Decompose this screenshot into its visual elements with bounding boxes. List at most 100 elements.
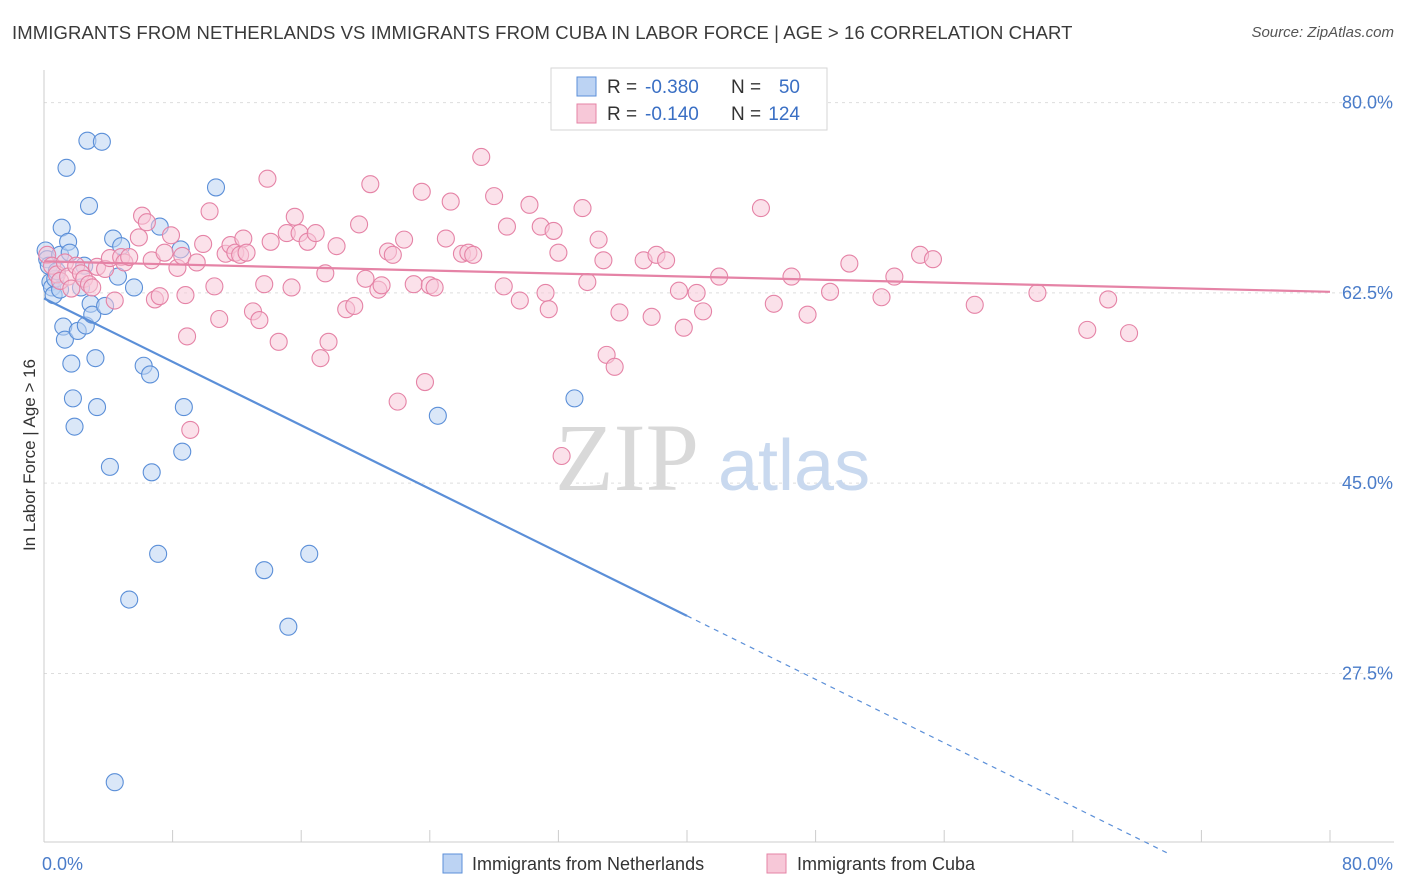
data-point — [694, 302, 713, 321]
data-point — [210, 309, 229, 329]
data-point — [436, 229, 455, 248]
legend-r-value-0: -0.380 — [645, 77, 699, 98]
y-tick-label: 62.5% — [1342, 283, 1393, 303]
bottom-legend-cuba: Immigrants from Cuba — [797, 854, 976, 874]
data-point — [261, 232, 280, 251]
y-tick-label: 80.0% — [1342, 93, 1393, 113]
x-tick-label-max: 80.0% — [1342, 854, 1393, 874]
data-point — [464, 245, 483, 264]
y-tick-label: 27.5% — [1342, 663, 1393, 683]
data-point — [62, 354, 81, 373]
bottom-legend-swatch-cuba — [766, 853, 787, 874]
data-point — [565, 389, 584, 408]
data-point — [258, 169, 277, 188]
data-point — [181, 420, 200, 439]
data-point — [300, 544, 319, 563]
data-point — [279, 617, 298, 636]
data-point — [510, 291, 529, 310]
watermark-zip: ZIP — [555, 404, 699, 511]
series-legend: Immigrants from Netherlands Immigrants f… — [442, 853, 976, 874]
data-point — [798, 305, 817, 324]
data-point — [395, 230, 414, 249]
data-point — [86, 349, 105, 368]
data-point — [65, 417, 84, 436]
source-label: Source: ZipAtlas.com — [1251, 24, 1394, 41]
data-point — [205, 277, 224, 296]
trend-line-series-1 — [43, 260, 1331, 293]
trend-extension-series-0 — [686, 615, 1170, 855]
trend-lines — [43, 260, 1331, 855]
data-point — [485, 187, 504, 206]
legend-n-label-0: N = — [731, 77, 761, 98]
data-point — [255, 561, 274, 580]
data-point — [178, 327, 197, 346]
legend-n-label-1: N = — [731, 104, 761, 125]
data-point — [137, 213, 156, 232]
data-point — [173, 442, 192, 461]
data-point — [149, 544, 168, 563]
data-point — [782, 267, 801, 286]
data-point — [412, 182, 431, 201]
data-point — [306, 224, 325, 243]
legend-r-label-0: R = — [607, 77, 637, 98]
data-point — [589, 230, 608, 249]
data-point — [415, 373, 435, 392]
data-point — [345, 296, 364, 315]
legend-swatch-netherlands — [576, 76, 597, 97]
data-point — [187, 253, 206, 272]
data-point — [923, 250, 942, 269]
data-point — [383, 245, 402, 264]
data-point — [92, 132, 111, 151]
data-point — [161, 226, 181, 245]
data-point — [105, 773, 124, 792]
data-point — [388, 392, 407, 411]
data-point — [176, 286, 195, 305]
bottom-legend-swatch-netherlands — [442, 853, 463, 874]
data-point — [610, 303, 629, 322]
data-point — [62, 279, 81, 298]
data-point — [129, 228, 148, 247]
legend-n-value-0: 50 — [779, 77, 800, 98]
data-point — [642, 307, 661, 326]
data-point — [255, 275, 274, 294]
x-tick-label-min: 0.0% — [42, 854, 83, 874]
data-point — [497, 217, 517, 236]
data-point — [472, 147, 491, 167]
data-point — [840, 254, 859, 273]
data-point — [174, 398, 193, 417]
data-point — [319, 332, 338, 351]
trend-line-series-0 — [43, 297, 688, 617]
data-point — [536, 283, 555, 302]
data-point — [428, 406, 447, 425]
data-point — [594, 251, 613, 270]
data-point — [1120, 324, 1139, 343]
data-point — [63, 389, 82, 408]
data-point — [83, 278, 102, 297]
data-point — [237, 243, 256, 262]
correlation-legend: R = -0.380 N = 50 R = -0.140 N = 124 — [550, 67, 828, 131]
data-point — [250, 311, 269, 330]
data-point — [605, 357, 624, 376]
data-point — [821, 282, 840, 301]
data-point — [150, 287, 169, 306]
data-point — [350, 215, 369, 234]
data-point — [552, 446, 571, 466]
watermark: ZIP atlas — [555, 404, 870, 511]
data-point — [105, 291, 124, 310]
data-point — [687, 283, 706, 302]
axes: 27.5% 45.0% 62.5% 80.0% 0.0% 80.0% — [42, 70, 1394, 874]
data-points — [36, 131, 1139, 792]
data-point — [155, 243, 174, 262]
data-point — [120, 590, 139, 609]
data-point — [573, 199, 592, 218]
legend-swatch-cuba — [576, 103, 597, 124]
watermark-atlas: atlas — [718, 426, 870, 506]
data-point — [120, 247, 139, 267]
data-point — [200, 202, 219, 221]
data-point — [965, 295, 984, 314]
data-point — [544, 221, 563, 240]
data-point — [539, 300, 558, 319]
data-point — [578, 272, 597, 292]
data-point — [194, 234, 213, 254]
